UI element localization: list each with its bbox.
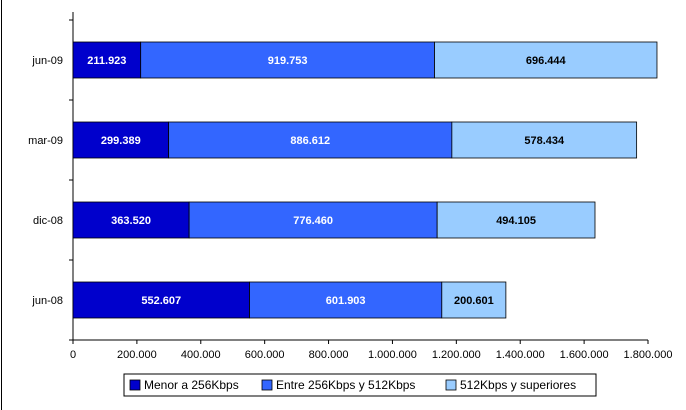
data-label: 886.612 — [290, 135, 330, 147]
x-tick-label: 400.000 — [181, 349, 221, 361]
legend: Menor a 256Kbps Entre 256Kbps y 512Kbps 51… — [123, 373, 597, 397]
data-label: 919.753 — [268, 55, 308, 67]
y-tick-label: mar-09 — [28, 135, 63, 147]
legend-box — [123, 373, 597, 397]
data-label: 299.389 — [101, 135, 141, 147]
bar-segment — [441, 281, 507, 319]
data-label: 776.460 — [293, 215, 333, 227]
bar-segment — [168, 121, 453, 159]
data-label: 601.903 — [326, 295, 366, 307]
x-tick-label: 1.600.000 — [560, 349, 609, 361]
legend-swatch — [445, 379, 457, 391]
y-tick-label: jun-09 — [31, 55, 63, 67]
y-tick-label: dic-08 — [33, 215, 63, 227]
data-label: 552.607 — [141, 295, 181, 307]
bar-segment — [72, 201, 190, 239]
x-tick-label: 600.000 — [245, 349, 285, 361]
data-label: 363.520 — [111, 215, 151, 227]
data-label: 494.105 — [496, 215, 536, 227]
bar-segment — [140, 41, 435, 79]
x-tick-label: 1.200.000 — [432, 349, 481, 361]
plot-area: 0 200.000 400.000 600.000 800.000 1.000.000 1.… — [28, 12, 672, 361]
x-tick-label: 200.000 — [117, 349, 157, 361]
bar-segment — [434, 41, 658, 79]
x-tick-label: 1.400.000 — [496, 349, 545, 361]
legend-label: Menor a 256Kbps — [144, 378, 239, 392]
bar-segment — [72, 281, 250, 319]
data-label: 211.923 — [87, 55, 126, 67]
bar-segment — [249, 281, 443, 319]
x-tick-label: 0 — [70, 349, 76, 361]
bar-segment — [72, 41, 142, 79]
data-label: 200.601 — [454, 295, 494, 307]
legend-label: Entre 256Kbps y 512Kbps — [276, 378, 415, 392]
x-tick-label: 800.000 — [309, 349, 349, 361]
bar-segment — [436, 201, 596, 239]
y-tick-label: jun-08 — [31, 295, 63, 307]
x-tick-label: 1.000.000 — [368, 349, 417, 361]
legend-swatch — [261, 379, 273, 391]
x-tick-label: 1.800.000 — [624, 349, 673, 361]
legend-swatch — [129, 379, 141, 391]
bar-segment — [451, 121, 638, 159]
legend-label: 512Kbps y superiores — [460, 378, 576, 392]
data-label: 696.444 — [526, 55, 567, 67]
data-label: 578.434 — [524, 135, 565, 147]
